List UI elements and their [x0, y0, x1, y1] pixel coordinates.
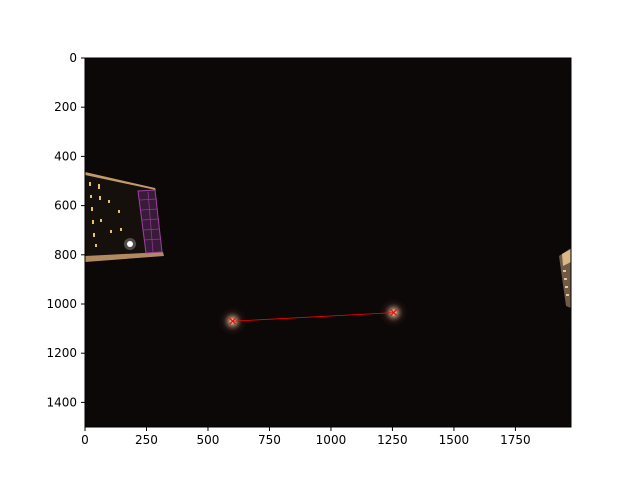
x-tick-label: 1000 [316, 433, 347, 447]
x-tick-label: 250 [135, 433, 158, 447]
y-tick-label: 600 [54, 199, 77, 213]
y-tick-label: 200 [54, 100, 77, 114]
x-marker-point [229, 317, 236, 325]
x-tick-label: 750 [258, 433, 281, 447]
y-tick-label: 0 [69, 51, 77, 65]
y-tick-label: 400 [54, 149, 77, 163]
right-building-image [559, 248, 571, 308]
series-layer [229, 309, 398, 325]
x-tick-label: 1750 [500, 433, 531, 447]
y-tick-label: 1000 [46, 297, 77, 311]
y-tick-label: 800 [54, 248, 77, 262]
x-tick-label: 1500 [439, 433, 470, 447]
axes-frame [84, 57, 572, 428]
y-axis: 0 200 400 600 800 1000 1200 1400 [46, 51, 85, 409]
connecting-line [232, 312, 394, 322]
x-marker-point [390, 309, 398, 317]
x-axis: 0 250 500 750 1000 1250 1500 1750 [81, 427, 531, 447]
y-tick-label: 1400 [46, 395, 77, 409]
x-tick-label: 1250 [377, 433, 408, 447]
x-tick-label: 0 [81, 433, 89, 447]
y-tick-label: 1200 [46, 346, 77, 360]
left-building-image [85, 172, 164, 262]
plot-area [85, 58, 571, 427]
night-sky-photo [85, 58, 571, 427]
x-tick-label: 500 [197, 433, 220, 447]
